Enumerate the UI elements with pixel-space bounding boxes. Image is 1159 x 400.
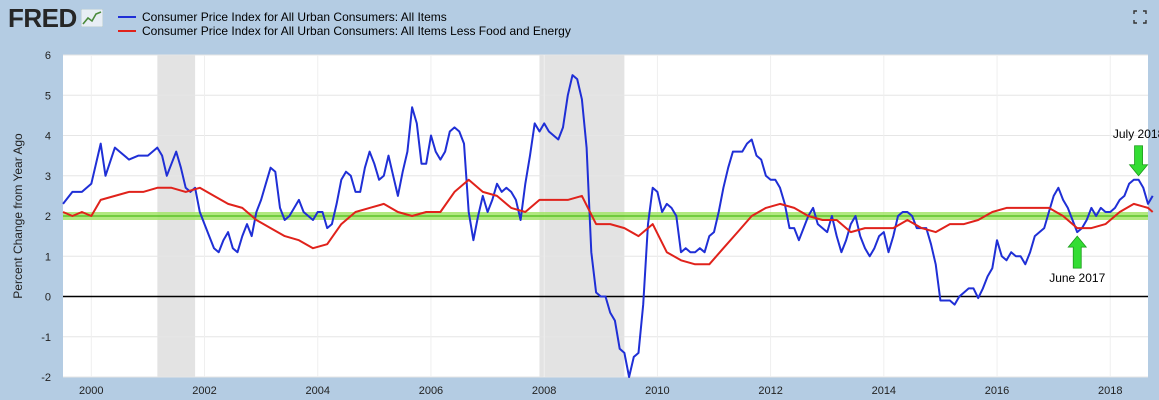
x-tick-label: 2010 <box>645 385 669 397</box>
trend-line-icon <box>80 9 103 27</box>
x-tick-label: 2018 <box>1098 385 1122 397</box>
legend-item-all-items: Consumer Price Index for All Urban Consu… <box>118 10 571 24</box>
x-tick-label: 2016 <box>985 385 1009 397</box>
fred-logo[interactable]: FRED <box>8 2 103 33</box>
legend-label-all-items: Consumer Price Index for All Urban Consu… <box>142 10 447 24</box>
y-tick-label: -1 <box>41 332 51 344</box>
x-tick-label: 2008 <box>532 385 556 397</box>
y-tick-label: 1 <box>45 251 51 263</box>
annotation-label: June 2017 <box>1049 271 1105 285</box>
y-tick-label: 6 <box>45 50 51 62</box>
y-tick-label: 3 <box>45 171 51 183</box>
y-tick-label: 0 <box>45 292 51 304</box>
y-tick-label: 2 <box>45 211 51 223</box>
annotation-arrow-down <box>1128 145 1149 177</box>
series-line-core <box>62 178 1154 266</box>
annotation-june-2017: June 2017 <box>1049 235 1106 285</box>
legend-item-core: Consumer Price Index for All Urban Consu… <box>118 24 571 38</box>
x-tick-label: 2000 <box>79 385 103 397</box>
x-tick-label: 2014 <box>872 385 896 397</box>
x-tick-label: 2006 <box>419 385 443 397</box>
x-tick-label: 2012 <box>758 385 782 397</box>
x-tick-label: 2002 <box>192 385 216 397</box>
y-tick-label: 4 <box>45 131 51 143</box>
annotation-july-2018: July 2018 <box>1113 127 1159 177</box>
series-line-all-items <box>62 74 1154 378</box>
fred-logo-text: FRED <box>8 2 77 33</box>
y-axis-label: Percent Change from Year Ago <box>11 133 25 299</box>
legend-swatch-red <box>118 30 136 32</box>
y-tick-label: 5 <box>45 90 51 102</box>
legend-label-core: Consumer Price Index for All Urban Consu… <box>142 24 571 38</box>
chart-legend: Consumer Price Index for All Urban Consu… <box>118 10 571 38</box>
annotation-label: July 2018 <box>1113 127 1159 141</box>
y-tick-label: -2 <box>41 372 51 384</box>
legend-swatch-blue <box>118 16 136 18</box>
fullscreen-icon[interactable] <box>1133 10 1147 24</box>
x-tick-label: 2004 <box>305 385 329 397</box>
annotation-arrow-up <box>1067 235 1088 269</box>
